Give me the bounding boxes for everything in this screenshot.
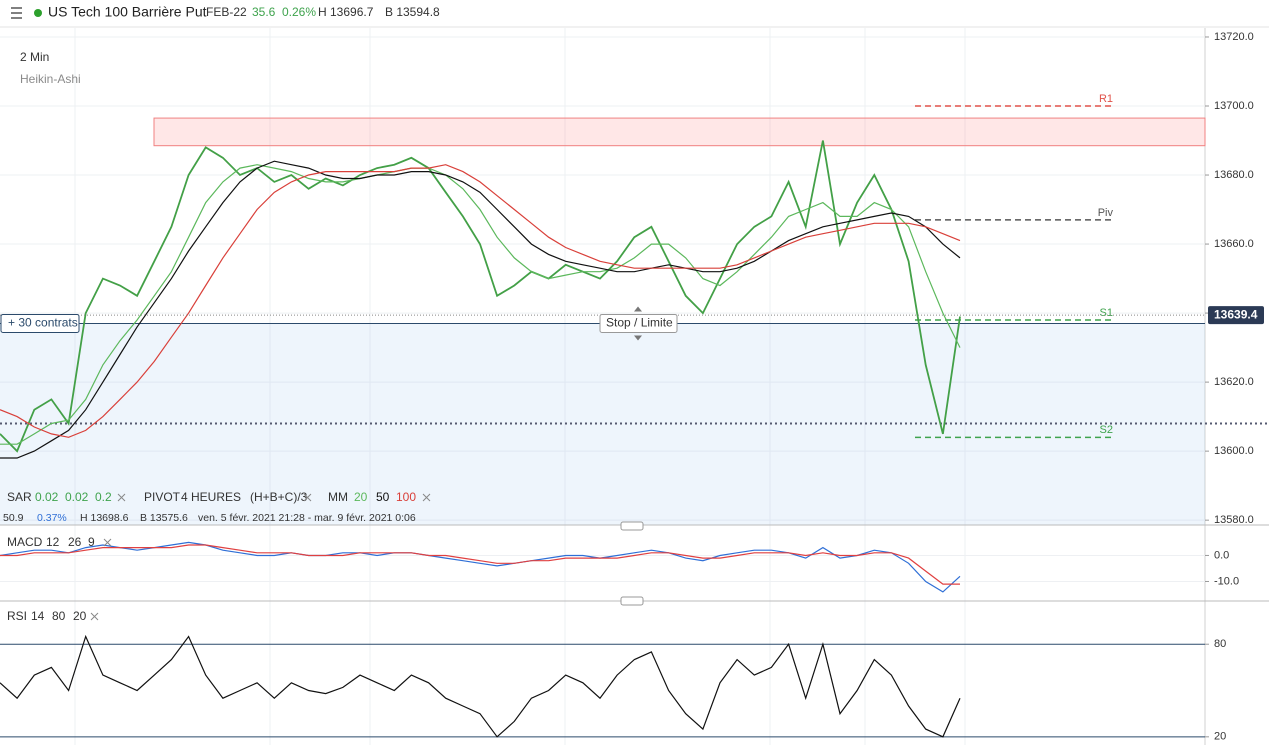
info-pct: 0.37% (37, 512, 67, 524)
close-icon[interactable] (422, 493, 431, 502)
position-label[interactable]: + 30 contrats (8, 316, 78, 330)
series-line (0, 164, 961, 438)
rsi-param: 14 (31, 609, 45, 623)
y-tick-label: 13720.0 (1214, 31, 1254, 43)
high: H 13696.7 (318, 5, 374, 19)
pivot-label: Piv (1098, 207, 1114, 219)
rsi-title[interactable]: RSI (7, 609, 27, 623)
series-line (0, 541, 961, 593)
change: 35.6 (252, 5, 276, 19)
series-line (0, 160, 961, 459)
low: B 13594.8 (385, 5, 440, 19)
rsi-param: 80 (52, 609, 66, 623)
position-badge (0, 313, 80, 333)
y-tick-label: 13600.0 (1214, 445, 1254, 457)
close-icon[interactable] (103, 538, 112, 547)
pivot-label[interactable]: PIVOT (144, 490, 181, 504)
y-tick-label: 13700.0 (1214, 100, 1254, 112)
y-tick-label: 13660.0 (1214, 238, 1254, 250)
macd-param: 9 (88, 535, 95, 549)
sar-param: 0.2 (95, 490, 112, 504)
series-line (0, 544, 960, 585)
mm-label[interactable]: MM (328, 490, 348, 504)
y-tick-label: 13680.0 (1214, 169, 1254, 181)
resize-handle[interactable] (620, 521, 644, 531)
close-icon[interactable] (117, 493, 126, 502)
pivot-label: S1 (1100, 307, 1113, 319)
resistance-zone (153, 117, 1206, 147)
pivot-label: S2 (1100, 424, 1113, 436)
price-badge (1208, 306, 1264, 325)
timeframe[interactable]: 2 Min (20, 50, 49, 64)
y-tick-label: 0.0 (1214, 549, 1229, 561)
y-tick-label: 13620.0 (1214, 376, 1254, 388)
chart-style[interactable]: Heikin-Ashi (20, 72, 81, 86)
menu-icon[interactable] (11, 7, 22, 19)
info-low: B 13575.6 (140, 512, 188, 524)
sar-param: 0.02 (35, 490, 59, 504)
plot-layer: 13580.013600.013620.013640.013660.013680… (0, 31, 1269, 743)
sar-param: 0.02 (65, 490, 89, 504)
macd-param: 26 (68, 535, 82, 549)
legend-entry: 100 (396, 490, 416, 504)
legend-entry: 20 (354, 490, 368, 504)
contract: FEB-22 (206, 5, 247, 19)
sar-label[interactable]: SAR (7, 490, 32, 504)
close-icon[interactable] (90, 612, 99, 621)
stop-limit-button (599, 313, 678, 333)
macd-param: 12 (46, 535, 60, 549)
legend-entry: 50 (376, 490, 390, 504)
y-tick-label: -10.0 (1214, 575, 1239, 587)
close-icon[interactable] (303, 493, 312, 502)
resize-handle[interactable] (620, 596, 644, 606)
status-dot (34, 9, 42, 17)
current-price: 13639.4 (1214, 307, 1258, 321)
y-tick-label: 13580.0 (1214, 514, 1254, 526)
info-high: H 13698.6 (80, 512, 129, 524)
header: US Tech 100 Barrière Put FEB-22 35.6 0.2… (0, 4, 1269, 28)
series-line (0, 634, 961, 738)
info-value: 50.9 (3, 512, 24, 524)
overlay-legend: SAR 0.02 0.02 0.2 PIVOT 4 HEURES (H+B+C)… (3, 490, 431, 524)
instrument-title[interactable]: US Tech 100 Barrière Put (48, 4, 207, 20)
pivot-label: R1 (1099, 93, 1113, 105)
pivot-param: 4 HEURES (181, 490, 241, 504)
stop-limit-label[interactable]: Stop / Limite (606, 316, 673, 330)
y-tick-label: 20 (1214, 731, 1226, 743)
macd-title[interactable]: MACD (7, 535, 43, 549)
y-tick-label: 80 (1214, 638, 1226, 650)
series-line (0, 164, 961, 445)
pivot-param: (H+B+C)/3 (250, 490, 308, 504)
change-pct: 0.26% (282, 5, 316, 19)
info-range: ven. 5 févr. 2021 21:28 - mar. 9 févr. 2… (198, 512, 416, 524)
rsi-param: 20 (73, 609, 87, 623)
